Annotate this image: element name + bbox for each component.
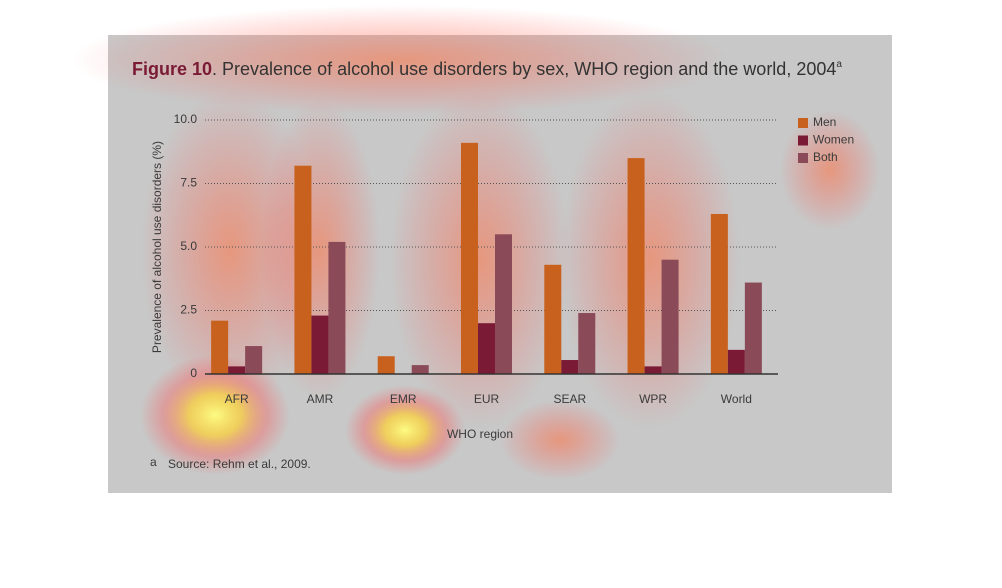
bar [478, 323, 495, 374]
y-tick-label: 7.5 [180, 176, 197, 190]
footnote-marker: a [150, 455, 157, 469]
bar [461, 142, 478, 374]
chart-title: Figure 10. Prevalence of alcohol use dis… [132, 59, 842, 79]
legend-swatch [798, 153, 808, 163]
y-tick-label: 2.5 [180, 303, 197, 317]
x-tick-label: SEAR [553, 392, 586, 406]
legend-swatch [798, 118, 808, 128]
bar [661, 259, 679, 374]
x-tick-label: EUR [474, 392, 500, 406]
footnote: Source: Rehm et al., 2009. [168, 457, 311, 471]
legend-label: Women [813, 133, 854, 147]
legend-swatch [798, 135, 808, 146]
bar [744, 282, 762, 374]
y-tick-label: 5.0 [180, 239, 197, 253]
bar [211, 320, 229, 374]
bar [561, 360, 579, 374]
bar [411, 365, 429, 374]
x-tick-label: WPR [639, 392, 667, 406]
bar [328, 241, 346, 374]
bar [544, 264, 562, 374]
bar [245, 346, 263, 374]
x-axis-label: WHO region [447, 427, 513, 441]
legend-label: Men [813, 115, 836, 129]
bar [311, 315, 329, 374]
bar [710, 213, 728, 374]
bar [294, 165, 312, 374]
legend-label: Both [813, 150, 838, 164]
x-tick-label: AFR [225, 392, 249, 406]
bar [495, 234, 512, 374]
title-superscript: a [836, 59, 842, 70]
y-tick-label: 10.0 [174, 112, 198, 126]
title-label: Figure 10 [132, 59, 212, 79]
heatmap-overlay [70, 5, 880, 480]
x-tick-label: EMR [390, 392, 417, 406]
bar [578, 313, 596, 374]
bar [377, 356, 395, 374]
x-tick-label: AMR [307, 392, 334, 406]
x-tick-label: World [721, 392, 752, 406]
y-axis-label: Prevalence of alcohol use disorders (%) [150, 141, 164, 353]
y-tick-label: 0 [190, 366, 197, 380]
title-text: . Prevalence of alcohol use disorders by… [212, 59, 836, 79]
bar [228, 366, 246, 374]
bar [727, 349, 745, 374]
bar [644, 366, 662, 374]
bar [627, 158, 645, 374]
